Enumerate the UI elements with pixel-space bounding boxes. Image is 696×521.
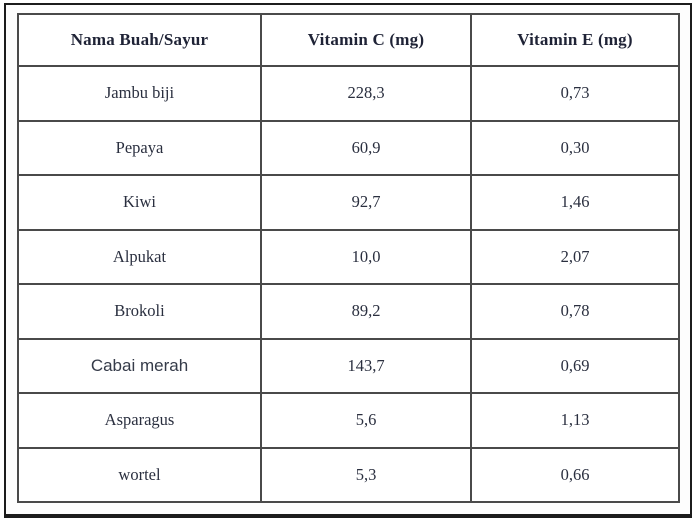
cell-vitamin-e: 0,78 bbox=[470, 283, 680, 340]
cell-vitamin-c: 5,6 bbox=[260, 392, 472, 449]
table-row: wortel 5,3 0,66 bbox=[17, 446, 680, 503]
cell-food-name: wortel bbox=[17, 446, 262, 503]
nutrition-table: Nama Buah/Sayur Vitamin C (mg) Vitamin E… bbox=[17, 13, 680, 503]
cell-vitamin-c: 92,7 bbox=[260, 174, 472, 231]
cell-vitamin-e: 0,73 bbox=[470, 65, 680, 122]
table-row: Cabai merah 143,7 0,69 bbox=[17, 337, 680, 394]
table-header: Nama Buah/Sayur Vitamin C (mg) Vitamin E… bbox=[17, 13, 680, 67]
cell-vitamin-c: 60,9 bbox=[260, 119, 472, 176]
table-row: Brokoli 89,2 0,78 bbox=[17, 283, 680, 340]
header-nama-buah-sayur: Nama Buah/Sayur bbox=[17, 13, 262, 67]
cell-vitamin-e: 2,07 bbox=[470, 228, 680, 285]
cell-vitamin-e: 1,13 bbox=[470, 392, 680, 449]
cell-vitamin-c: 5,3 bbox=[260, 446, 472, 503]
cell-vitamin-c: 10,0 bbox=[260, 228, 472, 285]
cell-food-name: Asparagus bbox=[17, 392, 262, 449]
header-vitamin-e: Vitamin E (mg) bbox=[470, 13, 680, 67]
table-row: Kiwi 92,7 1,46 bbox=[17, 174, 680, 231]
cell-vitamin-e: 0,69 bbox=[470, 337, 680, 394]
table-body: Jambu biji 228,3 0,73 Pepaya 60,9 0,30 K… bbox=[17, 65, 680, 503]
cell-food-name: Jambu biji bbox=[17, 65, 262, 122]
table-row: Pepaya 60,9 0,30 bbox=[17, 119, 680, 176]
cell-food-name: Cabai merah bbox=[17, 337, 262, 394]
header-vitamin-c: Vitamin C (mg) bbox=[260, 13, 472, 67]
cell-food-name: Pepaya bbox=[17, 119, 262, 176]
cell-vitamin-e: 0,66 bbox=[470, 446, 680, 503]
cell-vitamin-c: 143,7 bbox=[260, 337, 472, 394]
cell-vitamin-c: 89,2 bbox=[260, 283, 472, 340]
cell-vitamin-e: 0,30 bbox=[470, 119, 680, 176]
header-row: Nama Buah/Sayur Vitamin C (mg) Vitamin E… bbox=[17, 13, 680, 67]
cell-food-name: Alpukat bbox=[17, 228, 262, 285]
cell-vitamin-e: 1,46 bbox=[470, 174, 680, 231]
cell-vitamin-c: 228,3 bbox=[260, 65, 472, 122]
cell-food-name: Kiwi bbox=[17, 174, 262, 231]
table-row: Alpukat 10,0 2,07 bbox=[17, 228, 680, 285]
table-row: Asparagus 5,6 1,13 bbox=[17, 392, 680, 449]
cell-food-name: Brokoli bbox=[17, 283, 262, 340]
table-row: Jambu biji 228,3 0,73 bbox=[17, 65, 680, 122]
